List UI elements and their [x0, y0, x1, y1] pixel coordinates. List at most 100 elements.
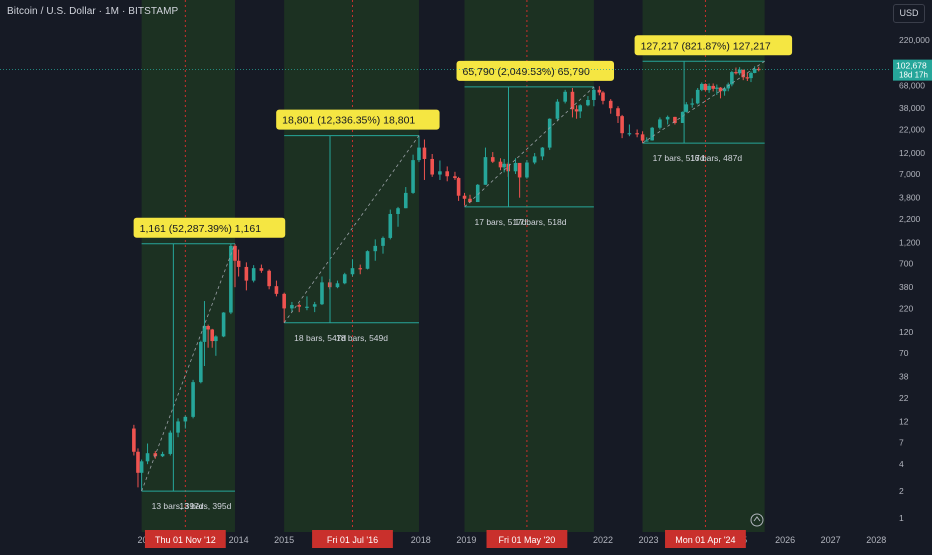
- candle-body: [578, 105, 582, 112]
- candle-body: [403, 192, 408, 209]
- candle-body: [183, 416, 188, 422]
- halving-date-box: [312, 530, 393, 548]
- candle-body: [726, 84, 731, 89]
- candle-body: [365, 251, 370, 269]
- candle-body: [335, 283, 340, 288]
- y-tick-label: 2: [899, 486, 904, 496]
- y-tick-label: 1,200: [899, 237, 921, 247]
- candle-body: [695, 89, 700, 104]
- y-tick-label: 22,000: [899, 124, 925, 134]
- candle-body: [711, 85, 715, 89]
- halving-date-box: [665, 530, 746, 548]
- candle-body: [597, 89, 602, 93]
- candle-body: [160, 453, 165, 457]
- current-price-badge: [893, 59, 932, 81]
- candle-body: [381, 237, 385, 246]
- y-tick-label: 380: [899, 282, 913, 292]
- candle-body: [396, 208, 400, 214]
- x-tick-label: 2018: [411, 535, 431, 545]
- x-tick-label: 2015: [274, 535, 294, 545]
- range-callout-text: 1,161 (52,287.39%) 1,161: [140, 223, 262, 235]
- halving-date-label: Thu 01 Nov '12: [155, 535, 216, 545]
- y-tick-label: 12: [899, 416, 909, 426]
- y-tick-label: 22: [899, 393, 909, 403]
- bars-count-label: 17 bars, 518d: [514, 217, 566, 227]
- bars-count-label: 18 bars, 547d: [294, 333, 346, 343]
- halving-date-box: [486, 530, 568, 548]
- candle-body: [236, 260, 241, 267]
- candle-body: [752, 68, 757, 73]
- candle-body: [650, 127, 654, 141]
- candle-body: [547, 118, 552, 148]
- candle-body: [430, 158, 434, 175]
- candle-body: [312, 304, 317, 307]
- candle-body: [259, 268, 264, 271]
- replay-icon-arrow: [753, 516, 761, 522]
- candle-body: [574, 109, 579, 112]
- y-tick-label: 7: [899, 437, 904, 447]
- candle-body: [707, 85, 711, 91]
- y-tick-label: 38: [899, 372, 909, 382]
- x-tick-label: 2027: [821, 535, 841, 545]
- candle-body: [741, 69, 746, 78]
- halving-date-label: Fri 01 May '20: [499, 535, 556, 545]
- candle-body: [699, 83, 704, 90]
- y-tick-label: 7,000: [899, 169, 921, 179]
- candle-body: [274, 286, 279, 294]
- candle-body: [498, 161, 503, 168]
- candle-body: [438, 171, 442, 175]
- candle-body: [202, 325, 207, 342]
- range-callout-text: 18,801 (12,336.35%) 18,801: [282, 115, 415, 127]
- candle-body: [453, 176, 457, 179]
- currency-button[interactable]: USD: [893, 4, 925, 23]
- candle-body: [513, 162, 518, 172]
- x-tick-label: 2026: [775, 535, 795, 545]
- halving-date-label: Mon 01 Apr '24: [675, 535, 735, 545]
- y-tick-label: 12,000: [899, 148, 925, 158]
- candle-body: [540, 147, 545, 157]
- candle-body: [475, 184, 480, 203]
- candle-body: [525, 162, 529, 178]
- candle-body: [468, 198, 472, 203]
- y-tick-label: 2,200: [899, 214, 921, 224]
- x-tick-label: 2014: [229, 535, 249, 545]
- candle-body: [737, 69, 742, 74]
- candle-body: [417, 147, 421, 161]
- y-tick-label: 38,000: [899, 103, 925, 113]
- bars-count-label: 17 bars, 517d: [475, 217, 527, 227]
- candle-body: [745, 77, 750, 79]
- candle-body: [244, 266, 249, 281]
- range-callout-box: [456, 60, 615, 81]
- candle-body: [358, 268, 363, 270]
- candle-body: [722, 88, 727, 92]
- candle-body: [517, 162, 522, 178]
- x-tick-label: 2023: [638, 535, 658, 545]
- candle-body: [290, 305, 294, 309]
- candle-body: [229, 245, 233, 313]
- candle-body: [715, 87, 719, 89]
- candle-body: [214, 336, 218, 342]
- candle-body: [718, 87, 723, 92]
- candle-body: [555, 101, 560, 119]
- candle-body: [490, 157, 495, 162]
- candle-body: [445, 171, 450, 177]
- candle-body: [206, 325, 210, 330]
- candle-body: [320, 282, 324, 305]
- candle-body: [608, 100, 613, 109]
- candle-body: [233, 245, 237, 261]
- candle-body: [145, 453, 150, 462]
- candle-body: [635, 133, 639, 135]
- trend-dashed-line: [642, 60, 765, 144]
- candle-body: [586, 99, 590, 106]
- candle-body: [756, 68, 761, 71]
- candle-body: [483, 157, 488, 185]
- candle-body: [388, 213, 393, 238]
- y-tick-label: 120: [899, 327, 913, 337]
- y-tick-label: 1: [899, 513, 904, 523]
- candle-body: [297, 305, 302, 307]
- bars-count-label: 16 bars, 487d: [690, 153, 742, 163]
- candle-body: [411, 160, 415, 193]
- candle-body: [627, 133, 632, 135]
- y-tick-label: 68,000: [899, 81, 925, 91]
